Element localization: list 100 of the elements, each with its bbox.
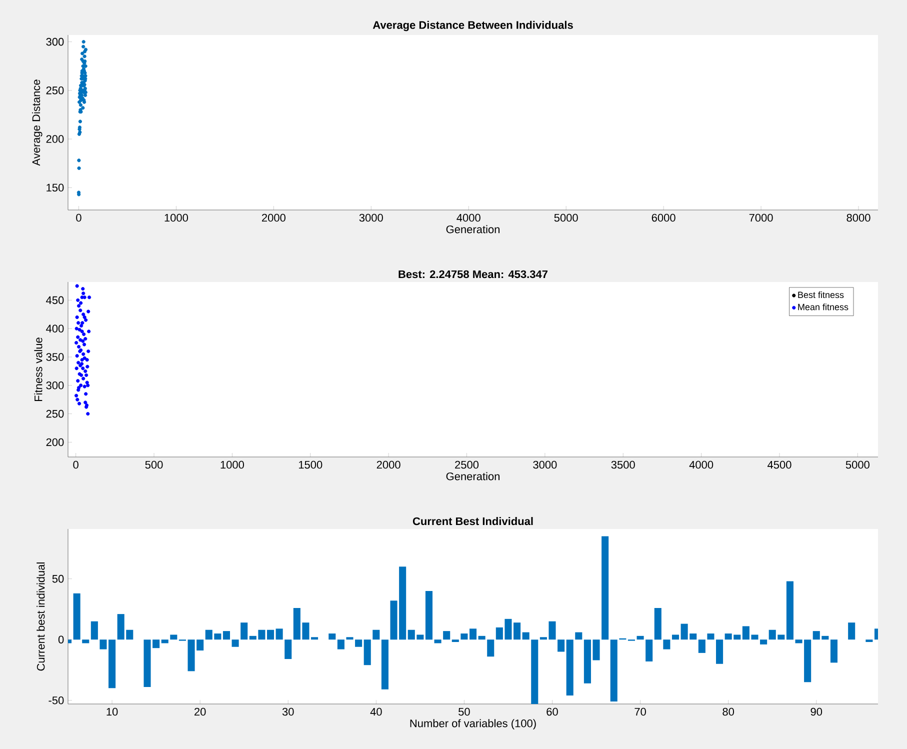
bar <box>170 634 178 640</box>
bar <box>848 622 856 640</box>
x-tick-label: 0 <box>73 460 78 469</box>
bar <box>328 633 336 640</box>
x-tick-label: 4000 <box>689 460 714 469</box>
bar <box>672 634 680 640</box>
chart-title: Best: 2.24758 Mean: 453.347 <box>398 270 548 278</box>
bar <box>760 640 768 644</box>
bar <box>478 636 486 640</box>
x-tick-label: 1000 <box>164 214 188 222</box>
x-tick-label: 2000 <box>262 214 286 222</box>
bar <box>830 640 838 663</box>
x-tick-label: 80 <box>722 708 734 716</box>
x-axis-title: Number of variables (100) <box>410 719 536 730</box>
x-tick-label: 30 <box>282 708 294 716</box>
bar <box>663 640 670 650</box>
x-tick-label: 1500 <box>298 460 322 469</box>
x-tick-label: 4000 <box>456 214 480 222</box>
x-tick-label: 50 <box>458 708 470 716</box>
y-tick-label: 150 <box>46 184 64 192</box>
bar <box>222 631 230 640</box>
bar <box>566 640 574 696</box>
y-tick-label: 250 <box>46 410 64 418</box>
y-tick-label: 50 <box>52 574 64 583</box>
bar <box>602 536 609 640</box>
x-tick-label: 2000 <box>376 460 400 469</box>
bar <box>381 640 388 690</box>
x-tick-label: 3000 <box>533 460 557 469</box>
bar <box>522 632 530 640</box>
y-axis-title: Current best individual <box>36 562 45 671</box>
bar <box>346 637 354 640</box>
bar <box>531 640 538 704</box>
bar <box>425 590 433 640</box>
x-tick-label: 5000 <box>554 214 578 222</box>
bar <box>707 633 714 640</box>
x-tick-label: 1000 <box>220 460 244 469</box>
x-tick-label: 6000 <box>652 214 676 222</box>
x-tick-label: 8000 <box>846 214 870 222</box>
bar <box>636 636 644 640</box>
x-tick-label: 20 <box>194 708 206 716</box>
y-tick-label: -50 <box>48 696 64 704</box>
bar <box>646 640 653 662</box>
y-tick-label: 300 <box>46 382 64 390</box>
y-tick-label: 300 <box>46 38 64 46</box>
x-tick-label: 90 <box>810 708 822 716</box>
y-tick-label: 200 <box>46 135 64 143</box>
bar <box>240 622 248 640</box>
chart-title: Average Distance Between Individuals <box>372 20 573 32</box>
y-tick-label: 350 <box>46 353 64 361</box>
y-axis-title: Fitness value <box>34 338 42 401</box>
x-tick-label: 10 <box>106 708 118 716</box>
bar <box>698 640 706 653</box>
bar <box>575 632 582 640</box>
bar <box>100 640 107 650</box>
chart-title: Current Best Individual <box>412 517 533 526</box>
y-tick-label: 450 <box>46 296 64 304</box>
x-tick-label: 60 <box>546 708 558 716</box>
x-tick-label: 40 <box>370 708 382 716</box>
x-tick-label: 70 <box>634 708 646 716</box>
y-axis-title: Average Distance <box>32 80 42 166</box>
y-tick-label: 200 <box>46 438 64 446</box>
bar <box>716 640 724 664</box>
x-tick-label: 4500 <box>768 460 792 469</box>
bar <box>108 640 116 688</box>
bar <box>364 640 371 666</box>
bar <box>311 637 318 640</box>
x-tick-label: 2500 <box>455 460 479 469</box>
bar <box>73 593 80 640</box>
bar <box>355 640 362 647</box>
x-tick-label: 3000 <box>359 214 383 222</box>
x-tick-label: 5000 <box>846 460 870 469</box>
bar <box>460 633 468 640</box>
x-tick-label: 7000 <box>749 214 773 222</box>
bar <box>654 608 662 640</box>
x-axis-title: Generation <box>446 472 500 480</box>
bar <box>434 640 442 644</box>
x-tick-label: 500 <box>145 460 163 469</box>
bar <box>90 621 98 640</box>
bar <box>161 640 168 644</box>
bar <box>558 640 565 652</box>
x-tick-label: 3500 <box>611 460 635 469</box>
y-tick-label: 0 <box>58 636 64 644</box>
x-tick-label: 0 <box>76 214 82 222</box>
bar <box>610 640 618 702</box>
bar <box>786 581 794 640</box>
bar <box>372 630 380 640</box>
legend-label: Best fitness <box>798 291 844 298</box>
bar <box>487 640 494 657</box>
bar <box>284 640 292 660</box>
bar <box>276 628 283 640</box>
x-axis-title: Generation <box>446 225 500 234</box>
bar <box>266 630 274 640</box>
bar <box>232 640 239 647</box>
legend-label: Mean fitness <box>798 304 848 310</box>
bar <box>469 628 477 640</box>
y-tick-label: 250 <box>46 86 64 94</box>
bar <box>337 640 344 650</box>
bar <box>82 640 90 644</box>
bar <box>514 622 521 640</box>
y-tick-label: 400 <box>46 324 64 332</box>
